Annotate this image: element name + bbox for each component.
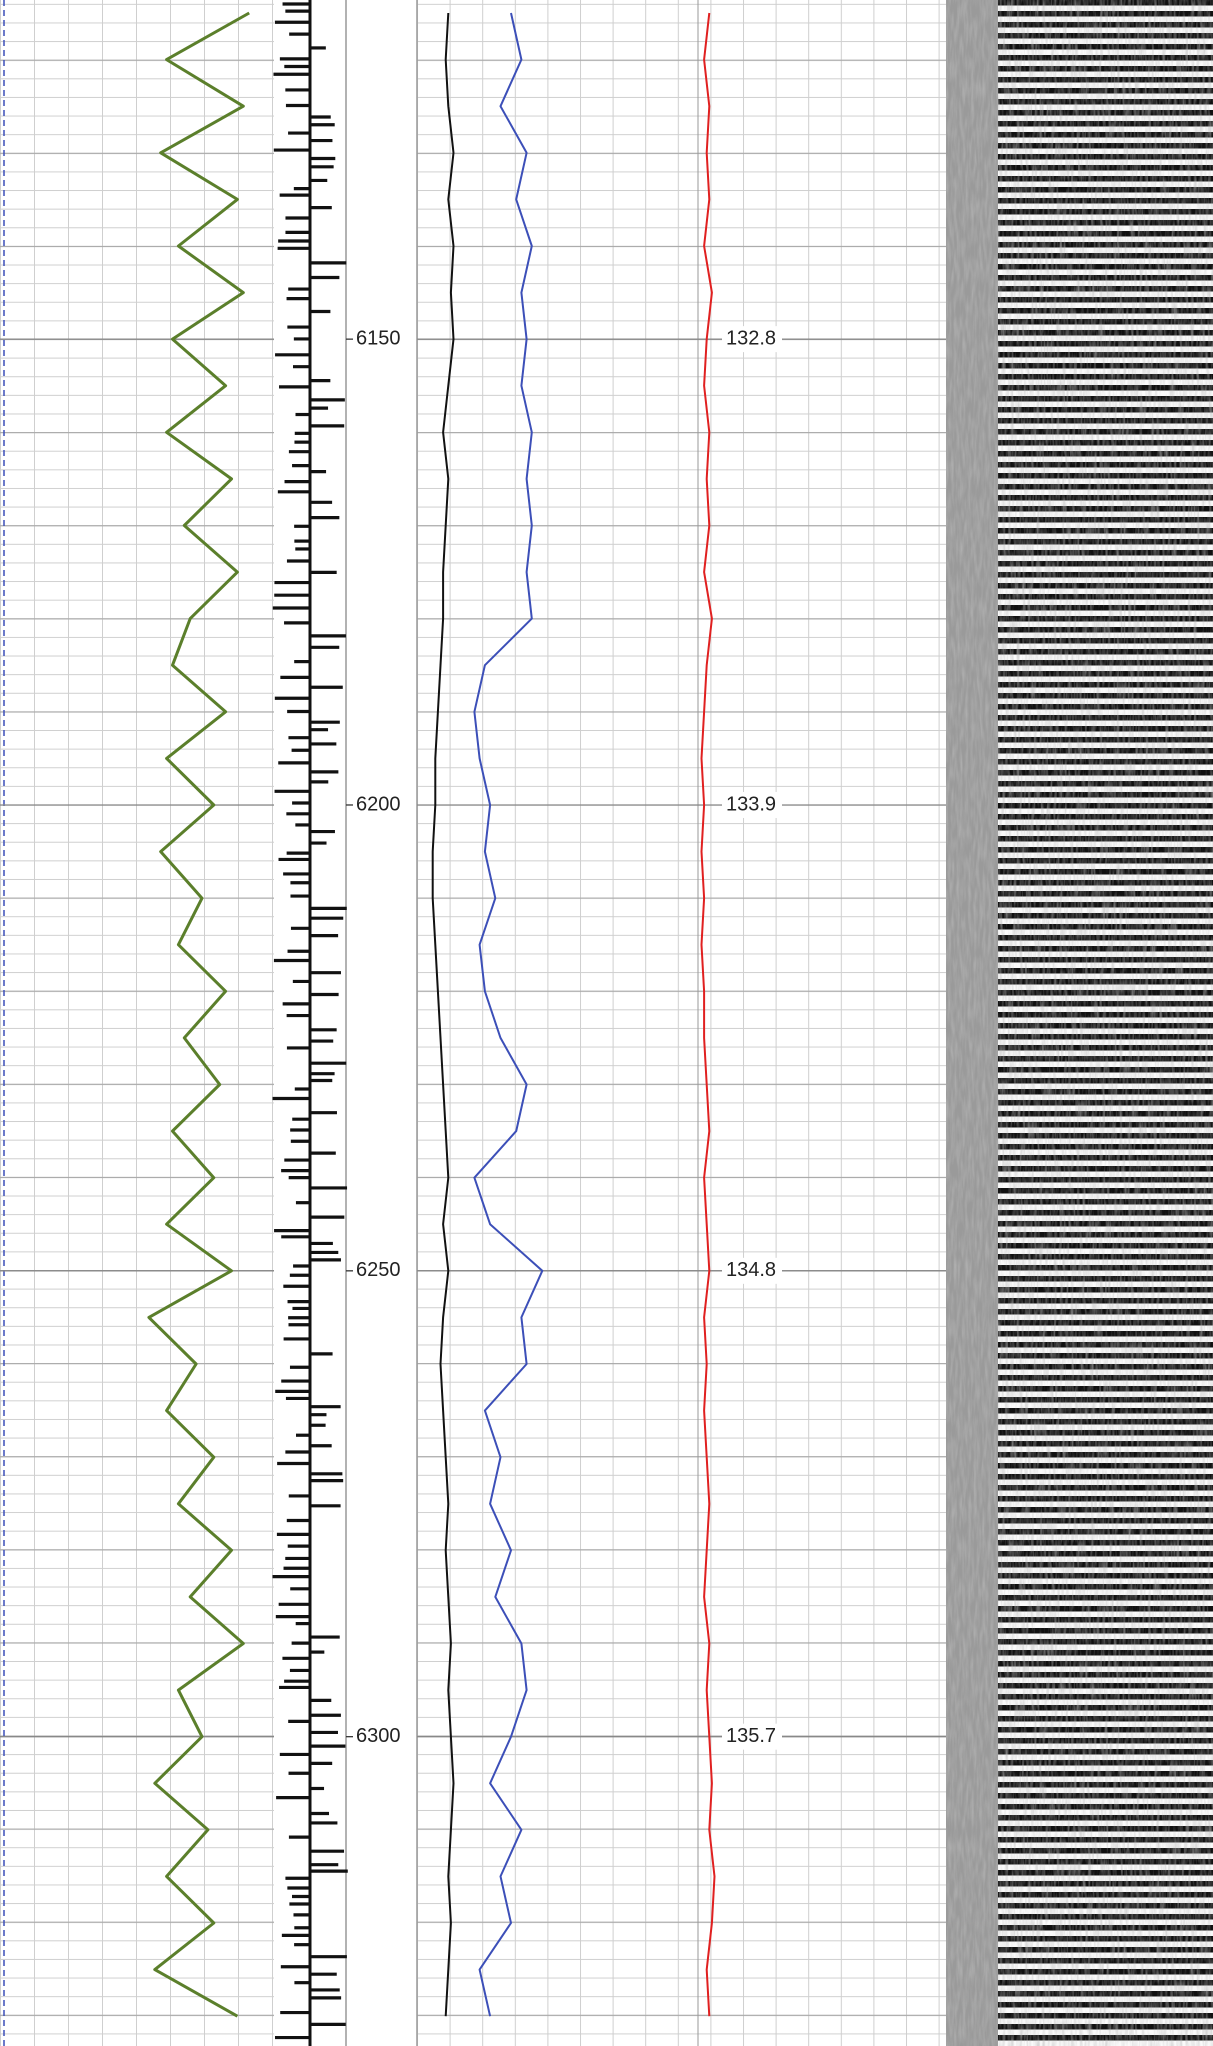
depth-label: 6200 xyxy=(356,793,401,815)
log-curve xyxy=(700,12,716,2017)
time-label: 134.8 xyxy=(726,1259,776,1281)
label-bg xyxy=(722,326,782,353)
track1-grid-10 xyxy=(0,0,274,2046)
log-curve xyxy=(431,12,455,2017)
time-label: 133.9 xyxy=(726,793,776,815)
label-bg xyxy=(722,1257,782,1284)
log-curve xyxy=(147,11,250,2018)
time-label: 132.8 xyxy=(726,327,776,349)
track2-grid-10 xyxy=(417,0,946,2046)
barcode-track xyxy=(272,2,348,2040)
time-label: 135.7 xyxy=(726,1725,776,1747)
depth-label: 6300 xyxy=(356,1725,401,1747)
depth-label: 6150 xyxy=(356,327,401,349)
image-texture xyxy=(946,0,1213,2046)
label-bg xyxy=(722,1723,782,1750)
label-bg xyxy=(722,791,782,818)
log-curve xyxy=(473,12,544,2017)
depth-label: 6250 xyxy=(356,1259,401,1281)
